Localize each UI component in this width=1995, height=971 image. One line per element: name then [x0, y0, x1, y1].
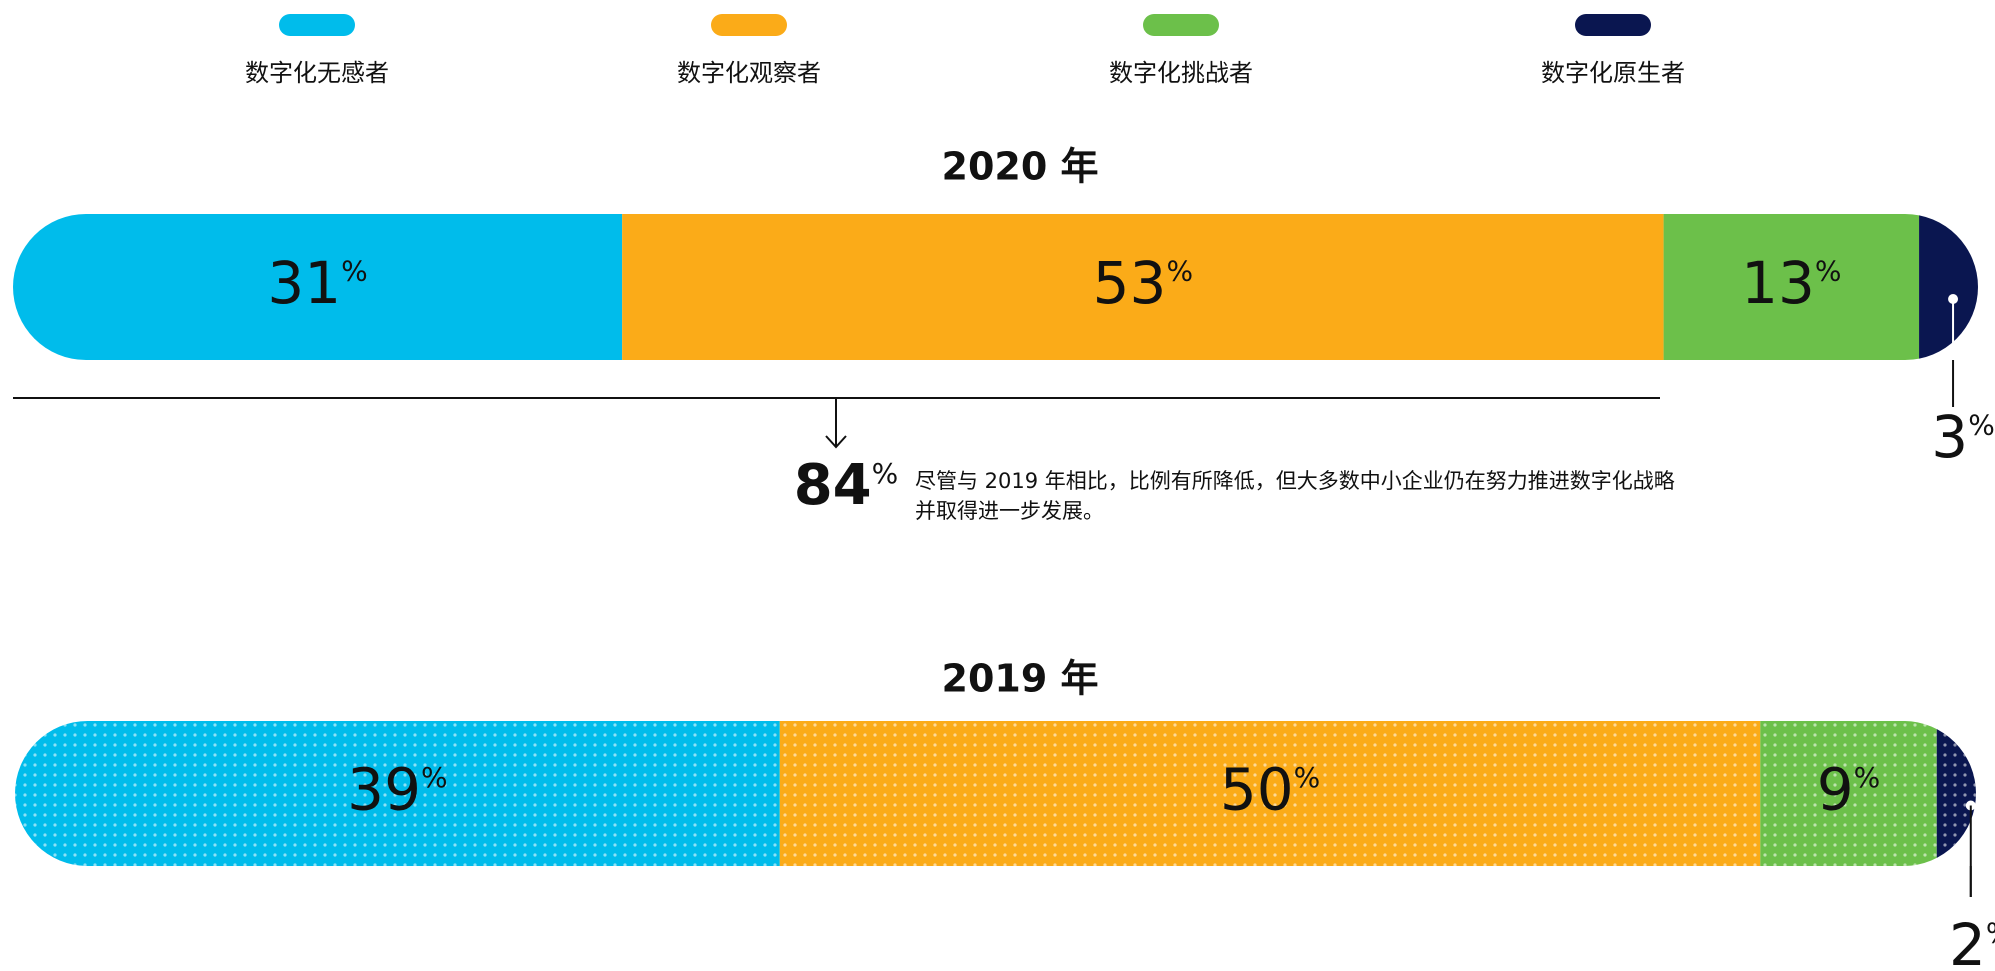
bar-title: 2019 年 — [942, 657, 1099, 701]
bar-pattern — [779, 721, 1761, 866]
legend-swatch — [279, 14, 355, 36]
bar-title: 2020 年 — [942, 145, 1099, 189]
arrow-head — [825, 435, 847, 449]
bar-pattern — [15, 721, 780, 866]
bar-pattern — [1760, 721, 1937, 866]
value-label: 39% — [347, 756, 447, 824]
legend-label: 数字化原生者 — [1541, 59, 1685, 87]
legend-label: 数字化观察者 — [677, 59, 821, 87]
bar-group — [13, 214, 1978, 360]
value-label: 13% — [1741, 249, 1841, 317]
value-label: 50% — [1220, 756, 1320, 824]
value-label: 31% — [267, 249, 367, 317]
value-label: 9% — [1817, 756, 1881, 824]
value-label: 53% — [1093, 249, 1193, 317]
legend-swatch — [1143, 14, 1219, 36]
bar-segment — [1663, 214, 1920, 360]
annotation-value: 84% — [794, 453, 899, 518]
bar-segment — [1919, 214, 1978, 360]
value-label: 3% — [1931, 403, 1995, 471]
annotation-text: 尽管与 2019 年相比，比例有所降低，但大多数中小企业仍在努力推进数字化战略并… — [915, 469, 1675, 523]
bar-segment — [622, 214, 1664, 360]
value-label: 2% — [1949, 911, 1995, 971]
legend-label: 数字化挑战者 — [1109, 59, 1253, 87]
legend-swatch — [711, 14, 787, 36]
bar-group — [15, 721, 1976, 866]
legend-swatch — [1575, 14, 1651, 36]
legend-label: 数字化无感者 — [245, 59, 389, 87]
bar-segment — [13, 214, 623, 360]
